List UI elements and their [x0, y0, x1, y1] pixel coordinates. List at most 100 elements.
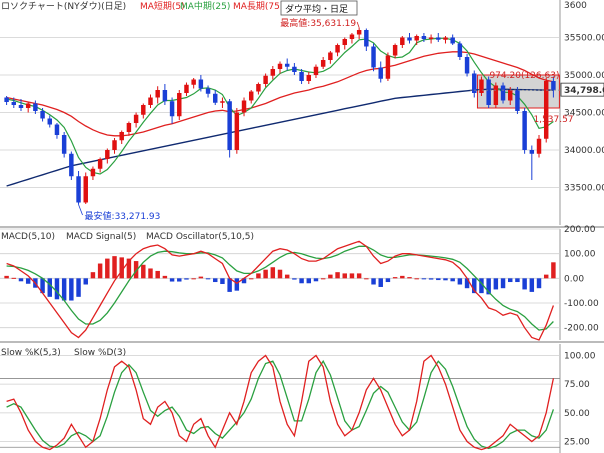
osc-bar [213, 278, 218, 283]
candle-body [299, 72, 304, 81]
range-low-label: 1,537.57 [533, 115, 573, 125]
osc-bar [4, 275, 9, 279]
osc-bar [148, 268, 153, 279]
osc-bar [133, 261, 139, 279]
candle-body [277, 63, 283, 69]
osc-bar [69, 278, 74, 301]
candle-body [529, 150, 535, 154]
y-tick-label: 100.00 [564, 351, 596, 361]
candle-body [515, 90, 520, 111]
y-tick-label: -200.00 [564, 324, 599, 334]
tooltip-box [280, 0, 358, 16]
candle-body [241, 100, 247, 113]
osc-bar [205, 278, 211, 280]
candle-body [479, 79, 484, 93]
candle-body [284, 63, 290, 67]
high-annotation-leader [356, 21, 360, 28]
legend-macd-signal: MACD Signal(5) [66, 232, 136, 242]
osc-bar [500, 278, 506, 289]
osc-bar [234, 278, 240, 291]
osc-bar [61, 278, 67, 301]
osc-bar [299, 278, 304, 284]
candle-body [306, 75, 312, 81]
osc-bar [256, 273, 261, 279]
candle-body [213, 93, 218, 103]
candle-body [414, 36, 419, 41]
candle-body [69, 153, 74, 177]
osc-bar [198, 276, 204, 279]
candle-body [522, 111, 527, 150]
candle-body [428, 37, 434, 39]
y-tick-label: 100.00 [564, 250, 596, 260]
osc-bar [464, 278, 470, 289]
osc-bar [472, 278, 477, 294]
candle-body [364, 30, 369, 47]
candle-body [40, 111, 45, 119]
osc-bar [191, 278, 196, 280]
osc-bar [169, 278, 175, 282]
candle-body [97, 159, 103, 169]
candle-body [464, 57, 470, 74]
candle-body [105, 150, 110, 159]
osc-bar [407, 277, 412, 279]
y-tick-label: 33500.00 [564, 184, 604, 194]
candle-body [407, 37, 412, 41]
candle-body [184, 84, 189, 93]
candle-body [536, 138, 542, 154]
osc-bar [126, 258, 132, 279]
macd-signal-line [6, 245, 554, 331]
osc-bar [479, 278, 484, 294]
stoch-k-line [6, 354, 555, 451]
osc-bar [457, 278, 463, 285]
candle-body [234, 112, 240, 150]
candle-body [25, 103, 31, 108]
y-tick-label: 35000.00 [564, 71, 604, 81]
osc-bar [40, 278, 45, 294]
candle-body [61, 135, 67, 154]
osc-bar [25, 278, 31, 284]
osc-bar [320, 278, 326, 280]
osc-bar [313, 278, 319, 282]
osc-bar [371, 278, 376, 285]
osc-bar [90, 272, 96, 279]
candle-body [177, 93, 182, 117]
osc-bar [263, 269, 268, 279]
candle-body [500, 85, 506, 101]
candle-body [472, 73, 477, 93]
candle-body [385, 55, 391, 79]
osc-bar [493, 278, 499, 290]
candle-body [450, 37, 455, 44]
osc-bar [292, 278, 297, 280]
candle-body [313, 66, 319, 75]
last-price-box [560, 82, 604, 97]
osc-bar [328, 274, 333, 279]
osc-bar [342, 273, 347, 279]
candle-body [205, 88, 211, 94]
candle-body [328, 52, 333, 60]
osc-bar [18, 278, 24, 282]
osc-bar [277, 269, 283, 279]
osc-bar [450, 278, 455, 282]
osc-bar [162, 275, 168, 279]
candle-body [263, 75, 268, 84]
osc-bar [119, 257, 124, 279]
osc-bar [270, 267, 276, 279]
osc-bar [306, 278, 312, 284]
osc-bar [421, 278, 427, 280]
candle-body [133, 114, 139, 123]
osc-bar [11, 277, 17, 279]
candle-body [112, 140, 117, 150]
osc-bar [76, 278, 81, 297]
candle-body [248, 91, 254, 101]
candle-body [76, 176, 81, 203]
high-annotation: 最高値:35,631.19 [280, 17, 356, 29]
candle-body [508, 90, 513, 101]
candle-body [141, 105, 146, 115]
legend-bg [0, 0, 282, 12]
candle-body [551, 81, 556, 91]
osc-bar [335, 272, 340, 279]
osc-bar [551, 262, 556, 279]
osc-bar [486, 278, 491, 295]
ma-mid-line [6, 51, 554, 137]
candle-body [11, 102, 17, 105]
